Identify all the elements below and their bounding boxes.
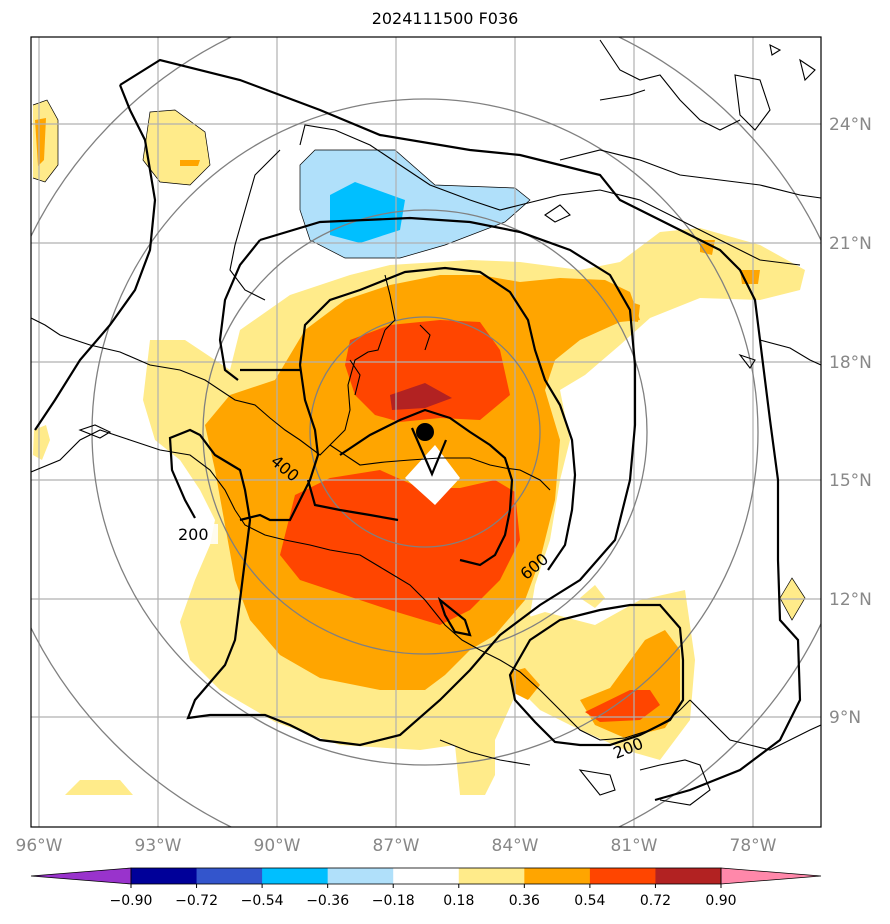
map-frame: [30, 36, 822, 828]
storm-center-marker: [416, 423, 434, 441]
lat-tick-label: 24°N: [829, 115, 872, 135]
colorbar-segment: [458, 868, 525, 884]
thick-contours: [34, 58, 802, 802]
range-rings: [31, 37, 821, 827]
lon-tick-label: 84°W: [492, 836, 539, 856]
lat-ticks: 24°N 21°N 18°N 15°N 12°N 9°N: [829, 115, 872, 728]
lat-tick-label: 9°N: [829, 708, 861, 728]
contour-label-200-west: 200: [178, 525, 209, 544]
colorbar-tick-label: 0.90: [705, 893, 736, 909]
colorbar-segment: [655, 868, 722, 884]
colorbar-tick-label: 0.18: [443, 893, 474, 909]
coastlines: [31, 39, 821, 806]
colorbar-tick-label: −0.54: [241, 893, 284, 909]
lon-tick-label: 81°W: [611, 836, 658, 856]
lat-tick-label: 12°N: [829, 590, 872, 610]
lat-tick-label: 18°N: [829, 353, 872, 373]
colorbar-segment: [524, 868, 591, 884]
colorbar-segment: [196, 868, 263, 884]
colorbar-tick-label: 0.54: [574, 893, 605, 909]
colorbar-tick-label: −0.90: [110, 893, 153, 909]
negative-shading: [300, 150, 530, 258]
colorbar-segment: [589, 868, 656, 884]
lat-tick-label: 15°N: [829, 471, 872, 491]
map-title: 2024111500 F036: [371, 9, 519, 28]
colorbar-segment: [327, 868, 394, 884]
colorbar-tick-label: −0.36: [306, 893, 349, 909]
colorbar-segment: [131, 868, 198, 884]
lon-tick-label: 96°W: [16, 836, 63, 856]
shading-outlines: [32, 99, 806, 621]
lon-tick-label: 93°W: [135, 836, 182, 856]
colorbar-outline: [130, 867, 722, 885]
lon-tick-label: 90°W: [254, 836, 301, 856]
colorbar: −0.90 −0.72 −0.54 −0.36 −0.18 0.18 0.36 0.54 0.7…: [30, 867, 822, 909]
lon-tick-label: 87°W: [373, 836, 420, 856]
lat-tick-label: 21°N: [829, 234, 872, 254]
map-panel: 200 400 600 200: [31, 37, 821, 827]
colorbar-segment: [393, 868, 460, 884]
colorbar-tick-label: 0.72: [640, 893, 671, 909]
lon-ticks: 96°W 93°W 90°W 87°W 84°W 81°W 78°W: [16, 836, 777, 856]
colorbar-extend-high: [720, 867, 822, 885]
colorbar-extend-low: [30, 867, 132, 885]
colorbar-tick-label: −0.72: [175, 893, 218, 909]
colorbar-segment: [262, 868, 329, 884]
colorbar-tick-label: 0.36: [509, 893, 540, 909]
lon-tick-label: 78°W: [730, 836, 777, 856]
colorbar-tick-label: −0.18: [372, 893, 415, 909]
